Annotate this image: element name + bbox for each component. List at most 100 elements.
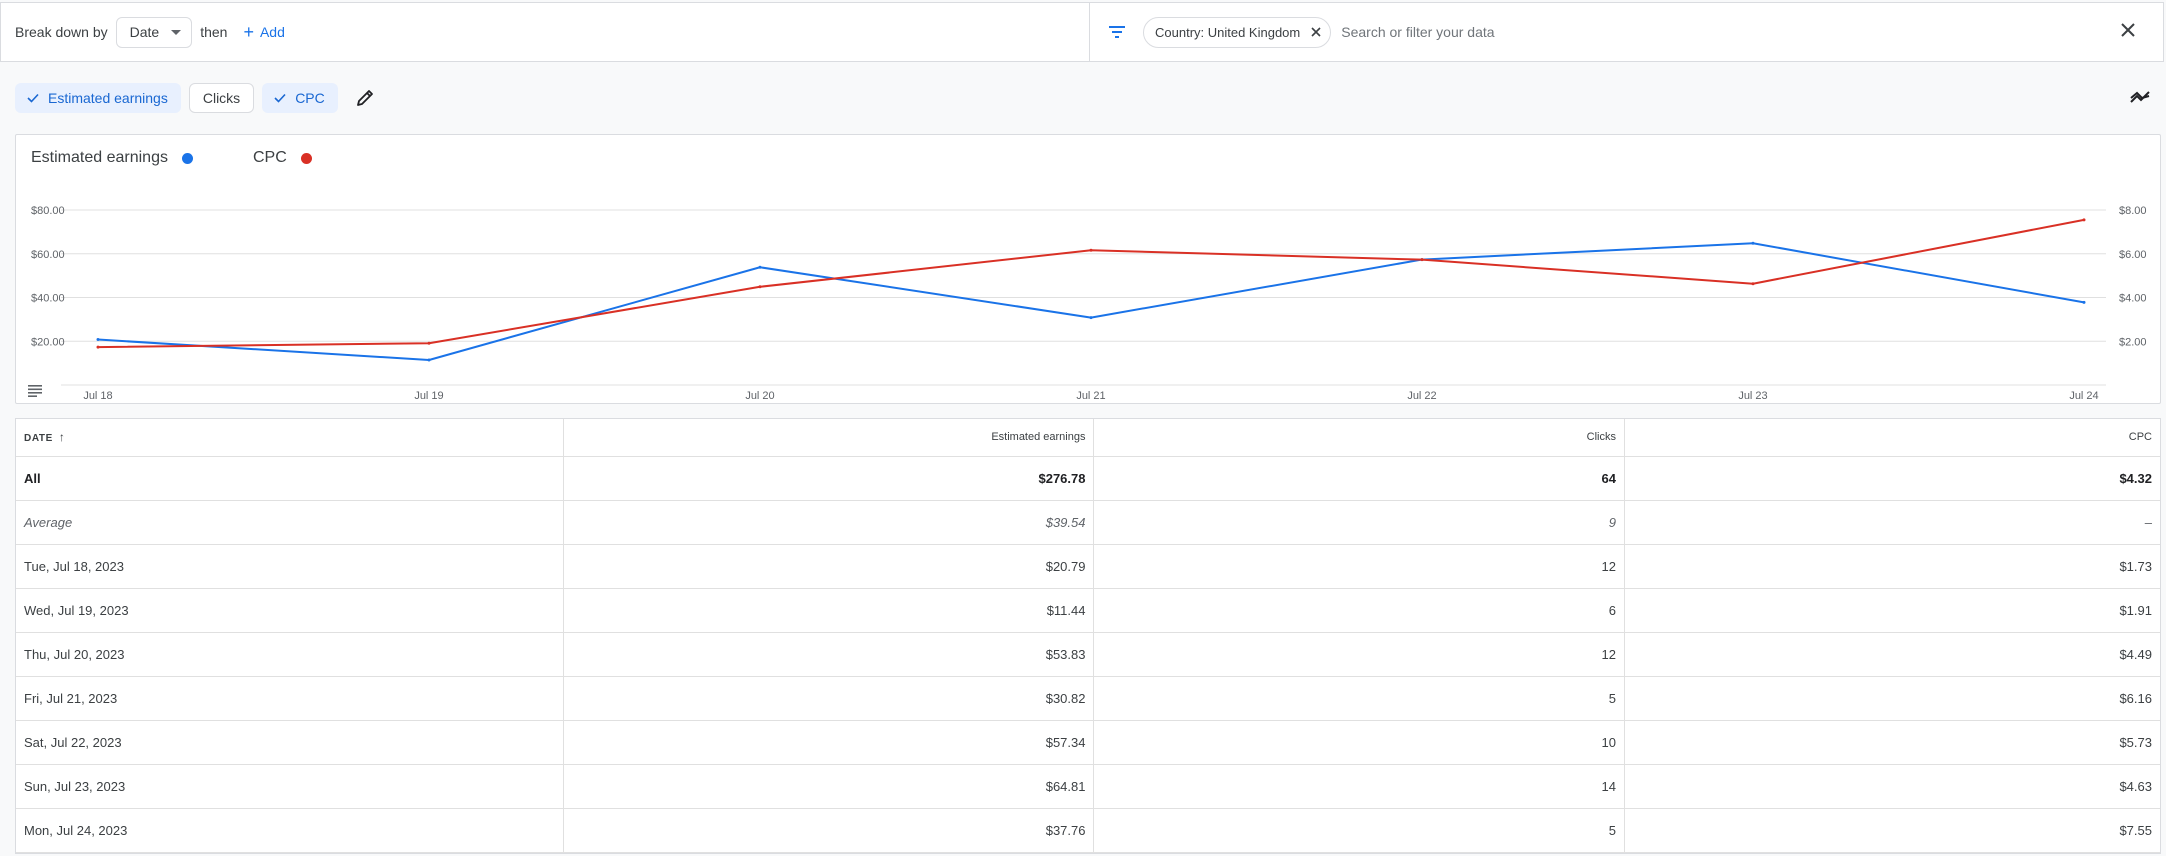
cell-cpc: $4.32 [1624,456,2160,501]
then-label: then [200,24,228,40]
chart-menu-icon[interactable] [28,385,42,397]
remove-filter-icon[interactable] [1310,26,1322,38]
cell-clicks: 12 [1093,632,1625,677]
summary-row-average: Average $39.54 9 – [16,500,2160,545]
left-axis-tick-label: $80.00 [31,205,65,217]
cell-cpc: $7.55 [1624,808,2160,853]
cell-cpc: $4.49 [1624,632,2160,677]
add-breakdown-label: Add [259,24,285,40]
cell-date: Thu, Jul 20, 2023 [16,632,564,677]
table-row: Sun, Jul 23, 2023 $64.81 14 $4.63 [16,764,2160,809]
data-point [758,265,762,269]
right-axis-tick-label: $4.00 [2119,293,2147,305]
cell-earnings: $30.82 [563,676,1095,721]
x-axis-tick-label: Jul 19 [414,390,443,402]
data-point [1751,282,1755,286]
filter-area: Country: United Kingdom Search or filter… [1107,3,1495,61]
cell-cpc: $4.63 [1624,764,2160,809]
column-header-estimated-earnings[interactable]: Estimated earnings [563,419,1095,457]
edit-pencil-icon[interactable] [352,85,378,111]
legend-label: Estimated earnings [31,149,168,166]
filter-chip-country[interactable]: Country: United Kingdom [1143,16,1332,48]
filter-icon[interactable] [1107,22,1127,42]
report-toolbar: Break down by Date then + Add Country: U… [0,2,2164,62]
summary-row-all: All $276.78 64 $4.32 [16,456,2160,501]
data-point [427,341,431,345]
data-point [96,338,100,342]
cell-cpc: $6.16 [1624,676,2160,721]
data-point [1089,316,1093,320]
plus-icon: + [243,22,254,42]
row-label: All [16,456,564,501]
cell-clicks: 6 [1093,588,1625,633]
data-point [758,285,762,289]
metric-chip-label: Clicks [202,90,241,106]
column-header-date[interactable]: DATE ↑ [16,419,564,457]
cell-date: Sat, Jul 22, 2023 [16,720,564,765]
metric-chip-cpc[interactable]: CPC [262,83,338,113]
filter-chip-label: Country: United Kingdom [1155,24,1301,40]
cell-clicks: 64 [1093,456,1625,501]
chart-card: $20.00 $40.00 $60.00 $80.00 $2.00 $4.00 $6.00 $… [15,134,2161,404]
legend-label: CPC [252,149,287,166]
table-row: Thu, Jul 20, 2023 $53.83 12 $4.49 [16,632,2160,677]
data-point [2082,300,2086,304]
cell-earnings: $20.79 [563,544,1095,589]
x-axis-tick-label: Jul 24 [2069,390,2098,402]
series-line-estimated-earnings [97,242,2085,361]
cell-cpc: $1.73 [1624,544,2160,589]
cell-earnings: $53.83 [563,632,1095,677]
column-header-cpc[interactable]: CPC [1624,419,2160,457]
cell-date: Tue, Jul 18, 2023 [16,544,564,589]
trend-icon[interactable] [2128,86,2152,110]
search-input[interactable]: Search or filter your data [1341,24,1495,40]
left-axis-tick-label: $60.00 [31,249,65,261]
right-axis-tick-label: $8.00 [2119,205,2147,217]
column-header-label: DATE [24,433,53,445]
breakdown-dimension-value: Date [129,24,160,40]
cell-clicks: 14 [1093,764,1625,809]
data-point [2082,218,2086,222]
sort-ascending-icon: ↑ [58,430,66,445]
metric-chip-label: CPC [295,90,325,106]
table-header-row: DATE ↑ Estimated earnings Clicks CPC [16,419,2160,457]
cell-cpc: $1.91 [1624,588,2160,633]
table-row: Tue, Jul 18, 2023 $20.79 12 $1.73 [16,544,2160,589]
legend-item-earnings: Estimated earnings [31,149,193,167]
cell-earnings: $64.81 [563,764,1095,809]
cell-clicks: 12 [1093,544,1625,589]
table-row: Mon, Jul 24, 2023 $37.76 5 $7.55 [16,808,2160,853]
column-header-clicks[interactable]: Clicks [1093,419,1625,457]
breakdown-dimension-select[interactable]: Date [115,16,193,48]
metric-chip-clicks[interactable]: Clicks [188,83,255,113]
legend-item-cpc: CPC [253,149,312,167]
breakdown-controls: Break down by Date then + Add [15,3,285,61]
series-line-cpc [97,218,2085,349]
add-breakdown-button[interactable]: + Add [243,23,284,41]
legend-dot [300,152,312,164]
x-axis-tick-label: Jul 18 [83,390,112,402]
cell-earnings: $276.78 [563,456,1095,501]
cell-earnings: $11.44 [563,588,1095,633]
cell-date: Fri, Jul 21, 2023 [16,676,564,721]
cell-cpc: $5.73 [1624,720,2160,765]
x-axis-tick-label: Jul 21 [1076,390,1105,402]
data-point [1089,248,1093,252]
metric-chip-estimated-earnings[interactable]: Estimated earnings [15,83,181,113]
x-axis-tick-label: Jul 20 [745,390,774,402]
report-table: DATE ↑ Estimated earnings Clicks CPC All … [15,418,2161,854]
left-axis-tick-label: $20.00 [31,336,65,348]
breakdown-label: Break down by [15,24,108,40]
x-axis-tick-label: Jul 22 [1407,390,1436,402]
cell-cpc: – [1624,500,2160,545]
metric-chip-label: Estimated earnings [48,90,168,106]
cell-clicks: 5 [1093,808,1625,853]
x-axis-tick-label: Jul 23 [1738,390,1767,402]
data-point [96,345,100,349]
right-axis-tick-label: $6.00 [2119,249,2147,261]
table-row: Sat, Jul 22, 2023 $57.34 10 $5.73 [16,720,2160,765]
close-icon[interactable] [2117,19,2139,41]
cell-clicks: 9 [1093,500,1625,545]
cell-earnings: $39.54 [563,500,1095,545]
cell-earnings: $37.76 [563,808,1095,853]
